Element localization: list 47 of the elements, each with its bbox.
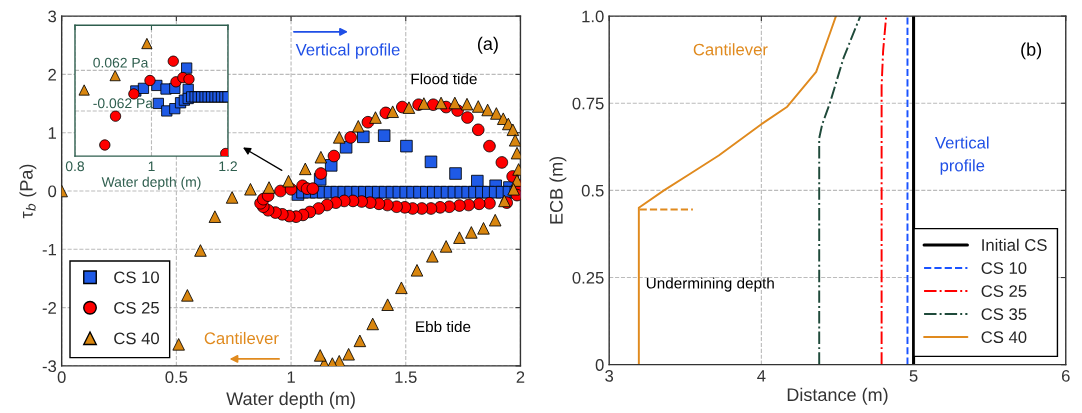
x-tick-label: 2 — [516, 371, 525, 383]
x-axis-title: Distance (m) — [787, 387, 888, 405]
legend-label: CS 10 — [114, 271, 160, 284]
legend-label: CS 40 — [981, 331, 1027, 344]
annotation: Cantilever — [204, 331, 279, 345]
y-tick-label: 0.062 Pa — [93, 57, 149, 68]
y-tick-label: -3 — [42, 360, 57, 373]
annotation: Ebb tide — [416, 320, 471, 333]
x-tick-label: 0 — [57, 371, 66, 384]
annotation: (a) — [477, 36, 498, 54]
x-tick-label: 3 — [605, 369, 614, 382]
legend-label: CS 10 — [981, 262, 1027, 274]
legend-label: CS 40 — [114, 332, 160, 345]
x-tick-label: 1 — [287, 371, 295, 383]
y-axis-title: ECB (m) — [549, 156, 567, 224]
y-tick-label: 0.75 — [572, 97, 604, 110]
annotation: Flood tide — [411, 73, 477, 85]
y-tick-label: 2 — [48, 68, 56, 81]
y-tick-label: 0.5 — [581, 184, 604, 197]
y-tick-label: -2 — [42, 302, 56, 314]
y-tick-label: 0.25 — [572, 271, 604, 284]
x-tick-label: 5 — [909, 370, 918, 382]
legend-label: CS 25 — [114, 301, 159, 314]
x-axis-title: Water depth (m) — [226, 391, 355, 409]
x-tick-label: 0.5 — [165, 371, 188, 384]
y-axis-title: τ$_{b}$ (Pa) — [19, 164, 37, 219]
x-axis-title: Water depth (m) — [101, 176, 201, 190]
x-tick-label: 6 — [1061, 369, 1070, 382]
y-tick-label: 1.0 — [582, 10, 604, 23]
y-tick-label: 1 — [48, 127, 56, 139]
annotation: (b) — [1021, 42, 1042, 60]
legend-label: CS 25 — [981, 285, 1027, 297]
legend-label: Initial CS — [982, 238, 1047, 251]
y-tick-label: 0 — [595, 359, 604, 371]
y-tick-label: 0 — [48, 185, 57, 198]
x-tick-label: 1.5 — [395, 371, 417, 384]
annotation: Vertical profile — [295, 43, 400, 59]
x-tick-label: 0.8 — [65, 161, 85, 172]
legend-label: CS 35 — [981, 308, 1027, 321]
y-tick-label: 3 — [48, 10, 57, 23]
x-tick-label: 4 — [757, 370, 766, 382]
annotation: Undermining depth — [646, 277, 774, 292]
annotation: Vertical profile — [935, 136, 989, 175]
y-tick-label: -0.062 Pa — [93, 98, 154, 109]
y-tick-label: -1 — [42, 243, 56, 256]
annotation: Cantilever — [693, 43, 768, 56]
x-tick-label: 1.2 — [219, 161, 237, 172]
